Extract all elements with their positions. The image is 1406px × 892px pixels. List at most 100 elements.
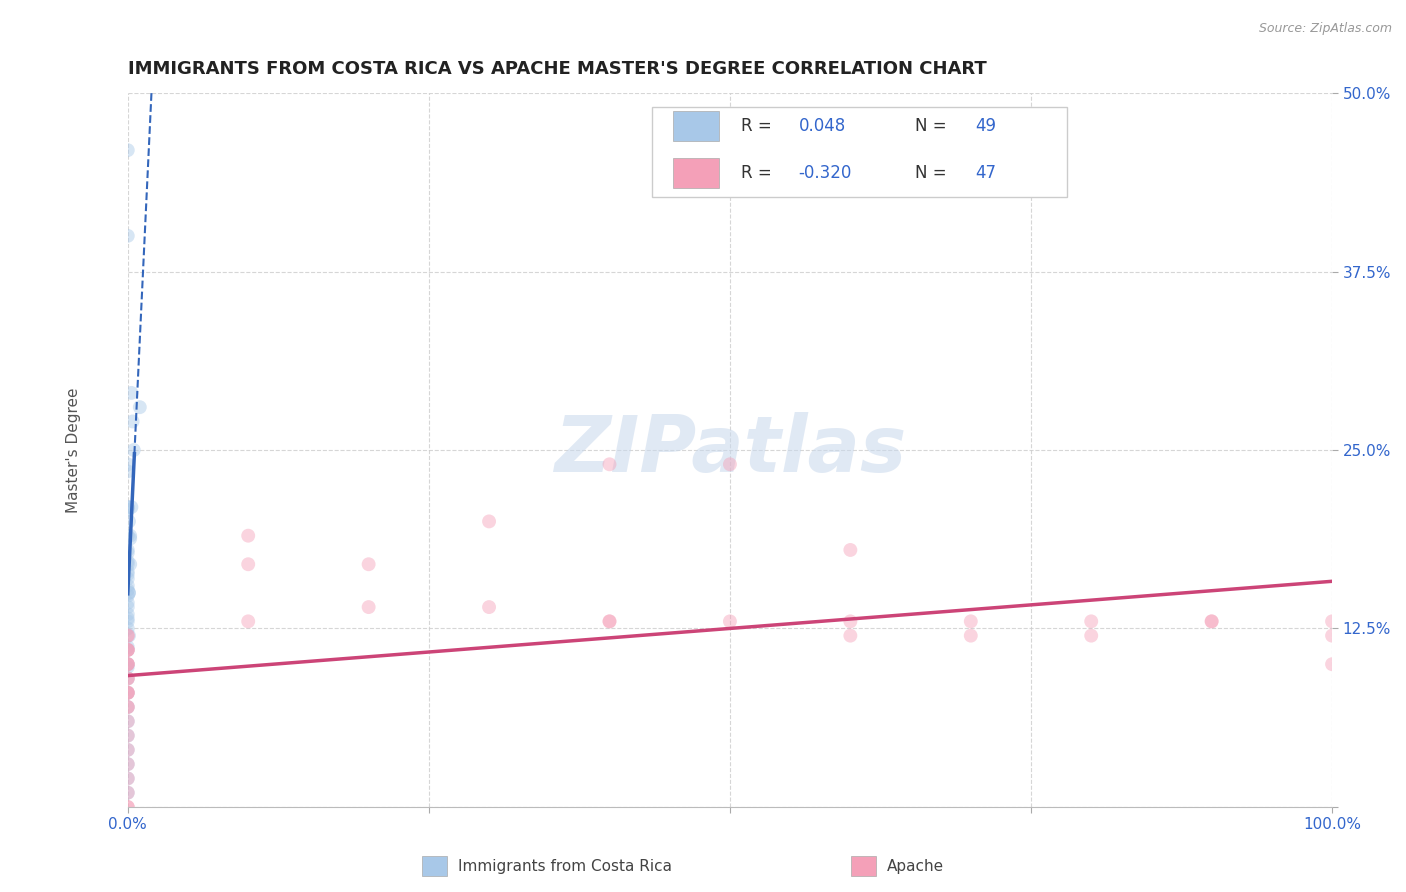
Point	[117, 643, 139, 657]
Point	[117, 800, 139, 814]
Point	[117, 503, 139, 517]
Point	[959, 615, 981, 629]
Point	[117, 143, 139, 157]
Point	[598, 458, 620, 472]
Text: 47: 47	[976, 164, 997, 182]
Text: R =: R =	[741, 117, 776, 135]
Point	[117, 772, 139, 786]
Point	[117, 672, 139, 686]
Point	[1201, 615, 1223, 629]
Point	[117, 729, 139, 743]
Point	[357, 600, 380, 615]
Point	[117, 572, 139, 586]
Point	[117, 686, 139, 700]
Point	[238, 615, 260, 629]
Point	[1080, 629, 1102, 643]
Point	[120, 500, 142, 515]
Point	[117, 500, 139, 515]
Text: Source: ZipAtlas.com: Source: ZipAtlas.com	[1258, 22, 1392, 36]
Point	[117, 615, 139, 629]
Point	[117, 672, 139, 686]
Point	[117, 228, 139, 243]
Point	[117, 629, 139, 643]
Point	[117, 643, 139, 657]
Point	[117, 643, 139, 657]
Point	[117, 686, 139, 700]
Point	[117, 640, 139, 654]
Bar	[673, 111, 718, 141]
Point	[117, 529, 139, 543]
Point	[117, 500, 139, 515]
Point	[117, 660, 139, 674]
Bar	[651, 107, 1067, 196]
Point	[117, 700, 139, 714]
Point	[122, 442, 145, 457]
Point	[118, 629, 141, 643]
Point	[117, 607, 139, 622]
Point	[117, 700, 139, 714]
Point	[120, 529, 142, 543]
Point	[117, 772, 139, 786]
Point	[598, 615, 620, 629]
Point	[478, 600, 501, 615]
Point	[117, 579, 139, 593]
Text: R =: R =	[741, 164, 776, 182]
Point	[128, 400, 150, 414]
Point	[117, 786, 139, 800]
Point	[1320, 629, 1343, 643]
Point	[117, 657, 139, 672]
Point	[117, 589, 139, 603]
Point	[117, 729, 139, 743]
Text: Master's Degree: Master's Degree	[66, 387, 82, 513]
Point	[117, 629, 139, 643]
Point	[117, 743, 139, 757]
Point	[1201, 615, 1223, 629]
Point	[598, 615, 620, 629]
Point	[718, 458, 741, 472]
Point	[121, 414, 143, 428]
Text: Immigrants from Costa Rica: Immigrants from Costa Rica	[458, 859, 672, 873]
Point	[117, 554, 139, 568]
Point	[478, 515, 501, 529]
Text: 0.048: 0.048	[799, 117, 846, 135]
Point	[117, 757, 139, 772]
Point	[120, 385, 142, 400]
Point	[117, 546, 139, 560]
Point	[117, 465, 139, 479]
Point	[117, 582, 139, 597]
Point	[117, 543, 139, 558]
Point	[117, 714, 139, 729]
Text: N =: N =	[915, 164, 952, 182]
Point	[117, 657, 139, 672]
Point	[1320, 657, 1343, 672]
Point	[1080, 615, 1102, 629]
Text: 49: 49	[976, 117, 997, 135]
Text: IMMIGRANTS FROM COSTA RICA VS APACHE MASTER'S DEGREE CORRELATION CHART: IMMIGRANTS FROM COSTA RICA VS APACHE MAS…	[128, 60, 987, 78]
Point	[839, 543, 862, 558]
Point	[839, 629, 862, 643]
Point	[117, 567, 139, 582]
Point	[118, 515, 141, 529]
Point	[1320, 615, 1343, 629]
Point	[117, 786, 139, 800]
Point	[117, 743, 139, 757]
Point	[117, 657, 139, 672]
Point	[118, 586, 141, 600]
Point	[117, 800, 139, 814]
Point	[120, 532, 142, 546]
Text: Apache: Apache	[887, 859, 945, 873]
Point	[117, 714, 139, 729]
Point	[117, 596, 139, 610]
Point	[118, 586, 141, 600]
Point	[357, 558, 380, 572]
Point	[117, 686, 139, 700]
Point	[117, 657, 139, 672]
Point	[117, 558, 139, 572]
Text: ZIPatlas: ZIPatlas	[554, 412, 905, 488]
Point	[117, 686, 139, 700]
Point	[117, 672, 139, 686]
Point	[718, 615, 741, 629]
Point	[117, 565, 139, 579]
Point	[117, 643, 139, 657]
Point	[117, 622, 139, 636]
